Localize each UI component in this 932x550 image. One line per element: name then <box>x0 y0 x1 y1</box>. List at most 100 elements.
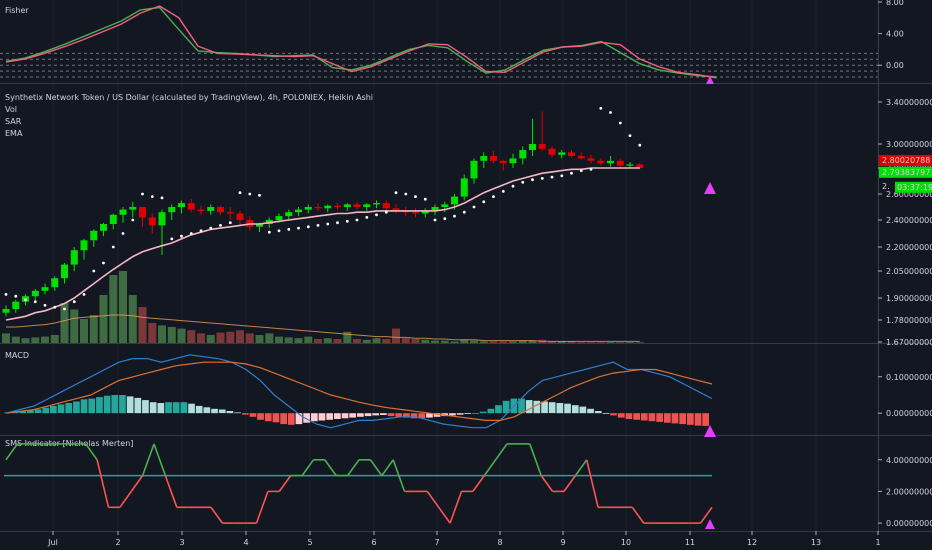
sms-segment <box>301 459 315 477</box>
candle-body <box>577 156 585 159</box>
sms-segment <box>574 459 588 477</box>
sar-dot <box>375 213 378 217</box>
volume-bar <box>606 342 615 343</box>
candle-body <box>207 207 215 211</box>
candle-body <box>597 160 605 164</box>
sar-dot <box>511 184 515 188</box>
sar-dot <box>306 225 310 229</box>
candle-body <box>626 164 634 166</box>
price-label-box-last <box>879 155 932 166</box>
candle-body <box>558 152 566 155</box>
sar-dot <box>404 192 408 196</box>
volume-bar <box>128 295 137 343</box>
candle-body <box>139 207 146 218</box>
sar-dot <box>111 245 115 249</box>
sar-dot <box>14 294 18 298</box>
macd-hist-bar <box>218 409 226 414</box>
volume-bar <box>460 339 469 343</box>
macd-panel[interactable]: MACD <box>4 351 713 429</box>
time-axis[interactable]: Jul 2 3 4 5 6 7 8 9 10 11 12 13 1 <box>47 531 881 547</box>
macd-hist-bar <box>433 413 441 417</box>
macd-hist-bar <box>518 398 525 414</box>
price-tick-label: 1.78000000 <box>886 316 932 325</box>
candle-body <box>421 210 429 214</box>
price-label-box-ema <box>879 166 932 178</box>
sms-segment <box>529 443 542 476</box>
volume-bar <box>509 341 517 343</box>
volume-bar <box>197 333 205 343</box>
sms-tick-label: 4.00000000 <box>886 456 932 465</box>
sms-segment <box>699 506 713 524</box>
price-axis[interactable]: 8.004.000.003.400000003.000000002.800000… <box>878 0 932 528</box>
time-tick-label: 7 <box>434 538 439 547</box>
macd-hist-bar <box>257 413 264 420</box>
macd-hist-bar <box>664 413 671 423</box>
macd-hist-bar <box>602 413 610 414</box>
time-tick-label: Jul <box>47 538 58 547</box>
volume-bar <box>323 338 332 343</box>
sms-segment <box>449 491 463 524</box>
macd-hist-bar <box>487 408 495 414</box>
sar-dot <box>628 134 632 138</box>
sar-dot <box>267 230 271 234</box>
sar-dot <box>638 143 642 147</box>
macd-hist-bar <box>280 413 287 425</box>
volume-bar <box>401 338 410 343</box>
sms-segment <box>438 506 451 524</box>
macd-hist-bar <box>687 413 694 425</box>
sar-dot <box>482 200 486 204</box>
macd-hist-bar <box>671 413 679 424</box>
macd-hist-bar <box>548 402 556 414</box>
volume-bar <box>109 275 118 343</box>
time-tick-label: 6 <box>371 538 376 547</box>
ema-line <box>5 167 640 321</box>
sms-segment <box>119 490 132 508</box>
sar-dot <box>345 219 349 223</box>
volume-bar <box>577 342 586 343</box>
candle-body <box>382 203 390 209</box>
fisher-panel[interactable]: Fisher <box>0 5 878 79</box>
volume-bar <box>382 339 391 343</box>
volume-bar <box>548 341 556 343</box>
macd-hist-bar <box>211 408 218 414</box>
sar-dot <box>92 269 96 273</box>
fisher-tick-label: 4.00 <box>886 30 904 39</box>
sms-segment <box>563 475 577 492</box>
volume-bar <box>265 333 274 343</box>
sar-dot <box>443 217 447 221</box>
candle-body <box>490 156 497 161</box>
bar-countdown-label: 03:37:19 <box>897 183 932 192</box>
fisher-line <box>5 6 717 78</box>
sar-dot <box>180 234 183 238</box>
volume-bar <box>372 338 381 343</box>
candle-body <box>197 209 205 211</box>
sar-dot <box>599 106 603 110</box>
sms-panel[interactable]: SMS Indicator [Nicholas Merten] <box>4 439 713 524</box>
macd-signal-marker <box>704 425 716 437</box>
sar-dot <box>297 226 300 230</box>
volume-bar <box>314 339 322 343</box>
sar-dot <box>72 300 76 304</box>
sms-segment <box>278 475 292 492</box>
volume-bar <box>177 328 186 343</box>
macd-hist-bar <box>287 413 295 425</box>
time-tick-label: 10 <box>621 538 631 547</box>
time-tick-label: 9 <box>560 538 565 547</box>
volume-bar <box>284 337 293 343</box>
price-tick-label: 2.05000000 <box>886 267 932 276</box>
volume-bar <box>499 341 508 343</box>
sar-dot <box>355 218 359 222</box>
macd-hist-bar <box>502 400 510 414</box>
price-panel[interactable]: Synthetix Network Token / US Dollar (cal… <box>2 93 644 343</box>
candle-body <box>31 290 39 297</box>
pane-separators[interactable] <box>0 0 932 532</box>
macd-hist-bar <box>88 398 96 414</box>
candle-body <box>119 209 127 215</box>
sar-dot <box>33 300 37 304</box>
candle-body <box>529 144 536 150</box>
volume-bars <box>2 271 644 343</box>
sar-label: SAR <box>5 117 22 126</box>
ema-polyline <box>5 167 640 321</box>
sar-dot <box>82 293 86 296</box>
